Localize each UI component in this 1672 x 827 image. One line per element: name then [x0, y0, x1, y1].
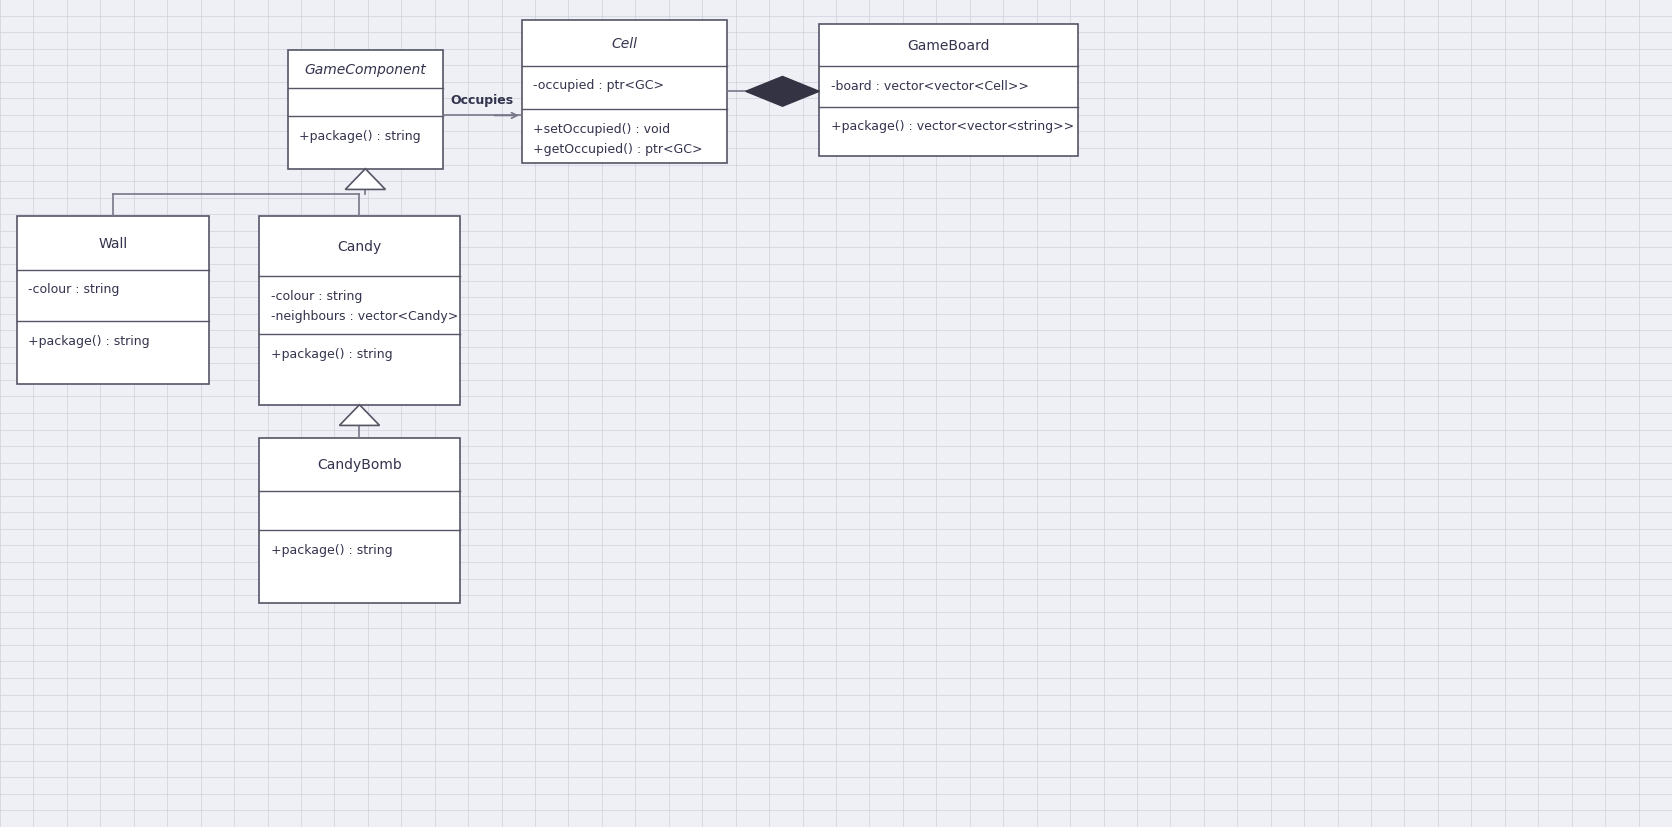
- Text: -board : vector<vector<Cell>>: -board : vector<vector<Cell>>: [831, 79, 1028, 93]
- Text: -colour : string: -colour : string: [28, 283, 120, 296]
- Text: Wall: Wall: [99, 237, 127, 251]
- Text: +package() : string: +package() : string: [299, 130, 421, 142]
- Text: +package() : vector<vector<string>>: +package() : vector<vector<string>>: [831, 120, 1073, 133]
- Text: +setOccupied() : void: +setOccupied() : void: [533, 122, 670, 136]
- Bar: [288, 51, 443, 170]
- Text: +getOccupied() : ptr<GC>: +getOccupied() : ptr<GC>: [533, 143, 702, 156]
- Text: Occupies: Occupies: [451, 93, 513, 107]
- Bar: [522, 21, 727, 164]
- Text: -occupied : ptr<GC>: -occupied : ptr<GC>: [533, 79, 664, 92]
- Text: -colour : string: -colour : string: [271, 289, 363, 303]
- Text: CandyBomb: CandyBomb: [318, 458, 401, 471]
- Text: +package() : string: +package() : string: [28, 334, 150, 347]
- Text: GameComponent: GameComponent: [304, 63, 426, 77]
- Text: GameBoard: GameBoard: [908, 39, 990, 53]
- Text: +package() : string: +package() : string: [271, 347, 393, 360]
- Text: -neighbours : vector<Candy>: -neighbours : vector<Candy>: [271, 310, 458, 323]
- Bar: [819, 25, 1078, 157]
- Text: Candy: Candy: [338, 240, 381, 254]
- Text: Cell: Cell: [612, 36, 637, 50]
- Polygon shape: [746, 78, 819, 108]
- Polygon shape: [339, 405, 380, 426]
- Polygon shape: [344, 170, 385, 190]
- Text: +package() : string: +package() : string: [271, 543, 393, 556]
- Bar: [259, 217, 460, 405]
- Bar: [259, 438, 460, 604]
- Bar: [17, 217, 209, 385]
